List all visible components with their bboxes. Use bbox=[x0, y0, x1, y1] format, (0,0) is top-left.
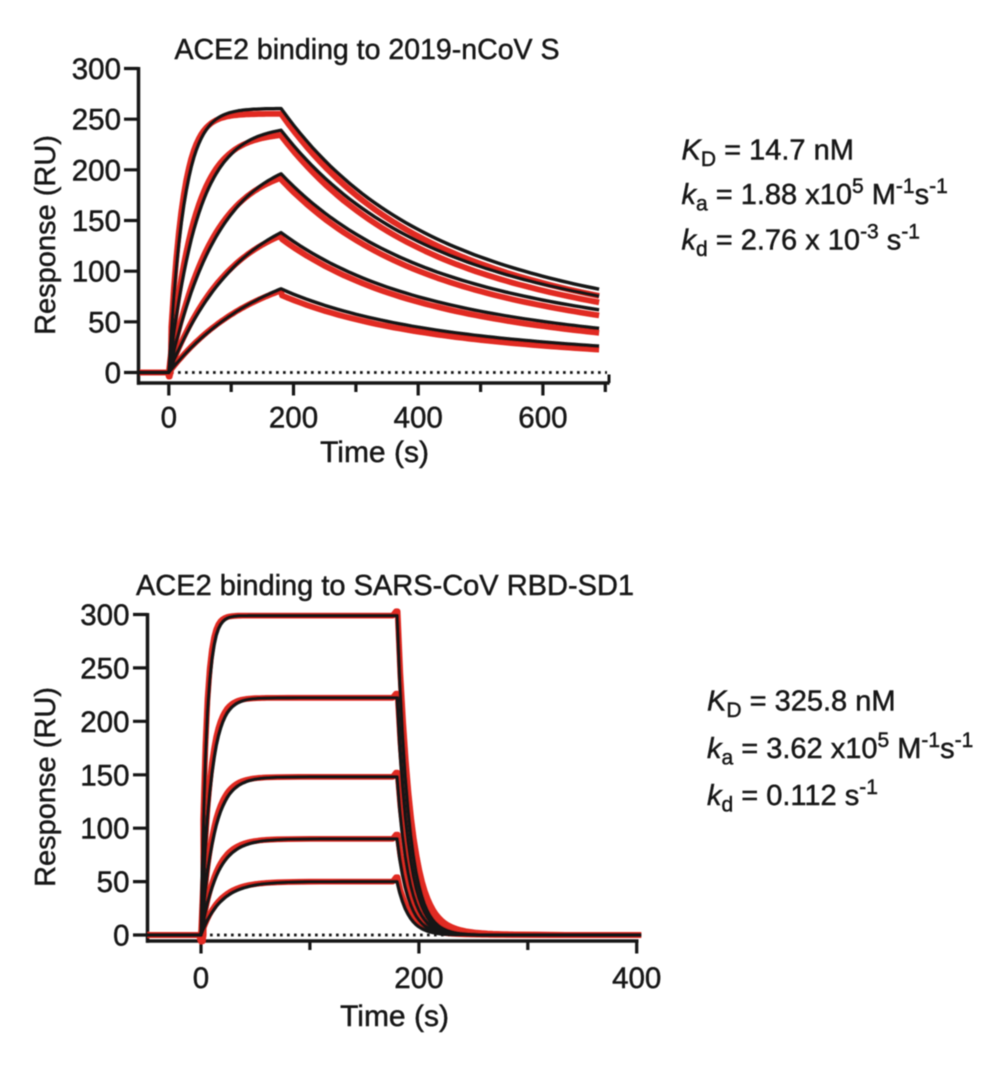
svg-text:400: 400 bbox=[394, 402, 443, 435]
svg-text:Time (s): Time (s) bbox=[340, 1000, 449, 1033]
svg-text:kd = 0.112 s-1: kd = 0.112 s-1 bbox=[707, 776, 878, 817]
svg-text:0: 0 bbox=[105, 357, 121, 390]
svg-text:100: 100 bbox=[72, 256, 121, 289]
svg-text:200: 200 bbox=[394, 962, 443, 995]
svg-text:KD = 325.8 nM: KD = 325.8 nM bbox=[707, 686, 895, 723]
svg-text:Time (s): Time (s) bbox=[320, 436, 429, 469]
svg-text:50: 50 bbox=[88, 306, 121, 339]
svg-text:0: 0 bbox=[193, 962, 209, 995]
svg-text:200: 200 bbox=[269, 402, 318, 435]
svg-text:250: 250 bbox=[72, 104, 121, 137]
svg-text:200: 200 bbox=[72, 154, 121, 187]
svg-text:0: 0 bbox=[113, 920, 129, 953]
svg-text:ka = 3.62 x105 M-1s-1: ka = 3.62 x105 M-1s-1 bbox=[707, 729, 973, 770]
svg-text:ka = 1.88 x105 M-1s-1: ka = 1.88 x105 M-1s-1 bbox=[682, 175, 948, 216]
svg-text:300: 300 bbox=[80, 599, 129, 632]
svg-text:200: 200 bbox=[80, 706, 129, 739]
svg-text:Response (RU): Response (RU) bbox=[30, 687, 62, 887]
svg-text:150: 150 bbox=[80, 759, 129, 792]
svg-text:150: 150 bbox=[72, 205, 121, 238]
svg-text:kd = 2.76 x 10-3 s-1: kd = 2.76 x 10-3 s-1 bbox=[682, 221, 921, 262]
svg-text:Response (RU): Response (RU) bbox=[30, 135, 62, 335]
svg-text:50: 50 bbox=[97, 866, 130, 899]
svg-text:400: 400 bbox=[612, 962, 661, 995]
svg-text:250: 250 bbox=[80, 652, 129, 685]
svg-text:300: 300 bbox=[72, 53, 121, 86]
svg-text:ACE2 binding to 2019-nCoV S: ACE2 binding to 2019-nCoV S bbox=[174, 34, 559, 66]
svg-text:KD = 14.7 nM: KD = 14.7 nM bbox=[682, 135, 854, 172]
svg-text:0: 0 bbox=[161, 402, 177, 435]
svg-text:100: 100 bbox=[80, 813, 129, 846]
svg-text:ACE2 binding to SARS-CoV RBD-S: ACE2 binding to SARS-CoV RBD-SD1 bbox=[136, 570, 634, 602]
svg-text:600: 600 bbox=[518, 402, 567, 435]
